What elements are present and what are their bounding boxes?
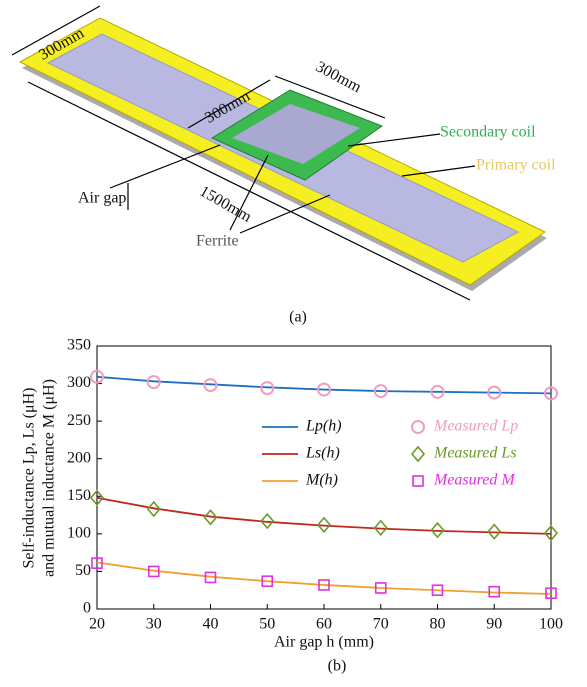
y-tick-label: 350 [67,337,91,354]
x-axis-label: Air gap h (mm) [274,634,374,651]
x-tick-label: 20 [89,616,105,633]
caption-a: (a) [289,309,307,326]
y-tick-label: 0 [83,600,91,617]
legend-label: Lp(h) [305,418,342,435]
diagram-label: Ferrite [196,233,239,250]
diagram [12,6,547,300]
diagram-label: 300mm [313,58,365,96]
x-tick-label: 100 [539,616,563,633]
caption-b: (b) [328,658,347,675]
y-axis-label: and mutual inductance M (μH) [41,379,58,577]
x-tick-label: 50 [259,616,275,633]
x-tick-label: 30 [146,616,162,633]
y-axis-label: Self-inductance Lp, Ls (μH) [21,388,38,569]
diagram-label: Secondary coil [440,124,536,141]
legend-label: Measured Lp [433,418,518,435]
x-tick-label: 60 [316,616,332,633]
marker [412,421,424,433]
marker [412,447,424,461]
y-tick-label: 50 [75,562,91,579]
figure: (a) (b) Air gap h (mm) Self-inductance L… [0,0,587,682]
legend-label: Ls(h) [305,445,340,462]
diagram-label: Air gap [78,190,126,207]
y-tick-label: 150 [67,487,91,504]
y-tick-label: 250 [67,412,91,429]
legend-label: Measured M [433,472,516,489]
x-tick-label: 90 [486,616,502,633]
x-tick-label: 40 [203,616,219,633]
legend-label: Measured Ls [433,445,517,462]
y-tick-label: 300 [67,374,91,391]
legend-label: M(h) [305,472,338,489]
y-tick-label: 100 [67,525,91,542]
y-tick-label: 200 [67,449,91,466]
x-tick-label: 80 [430,616,446,633]
series-line [97,377,551,394]
series-line [97,498,551,534]
x-tick-label: 70 [373,616,389,633]
marker [413,476,423,486]
diagram-label: Primary coil [476,157,556,174]
